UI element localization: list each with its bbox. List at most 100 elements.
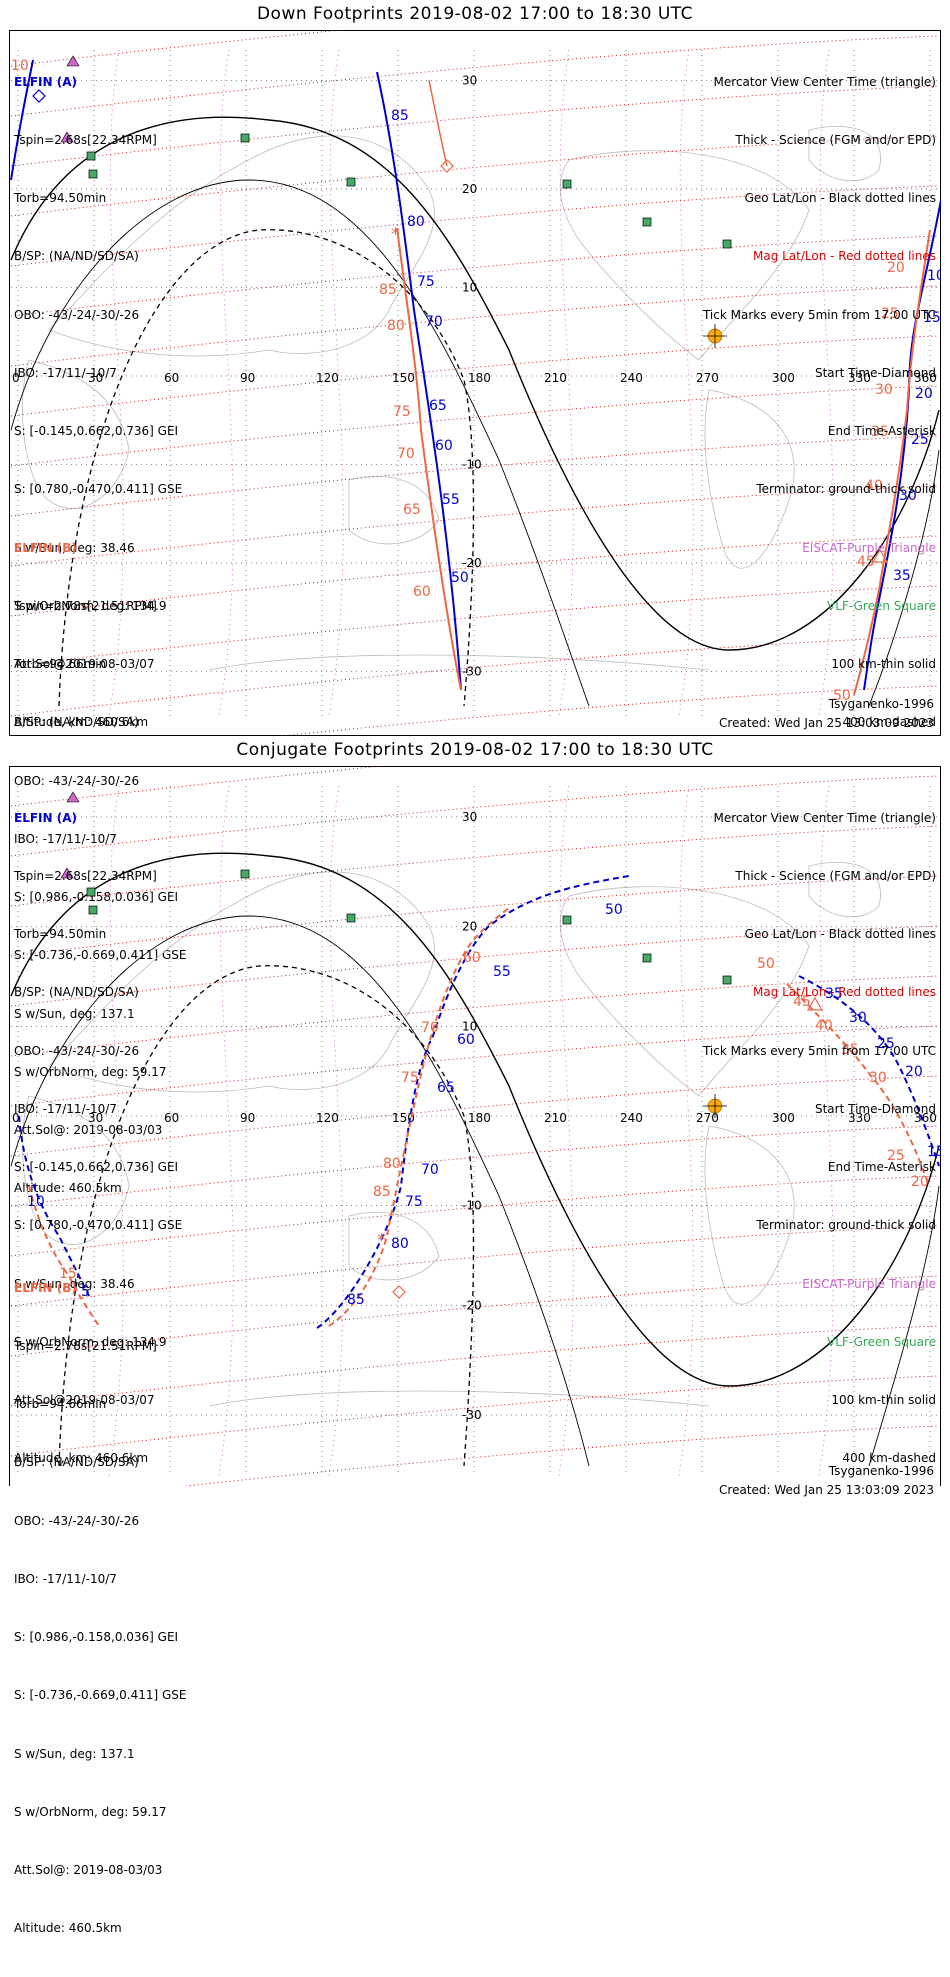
sat-b-line: IBO: -17/11/-10/7 [14, 1571, 117, 1586]
continent-outline [48, 871, 435, 1093]
sat-a-name: ELFIN (A) [14, 810, 77, 825]
continent-outline [808, 126, 881, 182]
sat-a-tick-label: 20 [915, 386, 933, 402]
sat-a-line: S: [0.780,-0.470,0.411] GSE [14, 482, 183, 497]
lon-tick-label: 60 [164, 1111, 179, 1125]
sat-a-line: OBO: -43/-24/-30/-26 [14, 1043, 140, 1058]
sat-b-line: OBO: -43/-24/-30/-26 [14, 773, 140, 788]
continent-outline [208, 654, 710, 671]
lon-tick-label: 60 [164, 371, 179, 385]
terminator-100km [10, 179, 590, 707]
sun-cross-icon [703, 324, 727, 348]
legend-entry: Start Time-Diamond [814, 365, 936, 380]
sat-a-line: IBO: -17/11/-10/7 [14, 365, 117, 380]
mag-meridian [328, 49, 344, 717]
sat-b-tick-label: 65 [403, 502, 421, 518]
legend-entry: Mag Lat/Lon - Red dotted lines [752, 249, 936, 264]
sat-b-track [396, 227, 462, 691]
lon-tick-label: 30 [88, 1111, 103, 1125]
sat-a-line: B/SP: (NA/ND/SD/SA) [14, 985, 139, 1000]
sat-a-name: ELFIN (A) [14, 74, 77, 89]
sat-b-tick-label: 75 [401, 1070, 419, 1086]
sun-cross-icon [703, 1094, 727, 1118]
sat-b-tick-label: 20 [887, 260, 905, 276]
sat-a-line: S w/Sun, deg: 38.46 [14, 1276, 135, 1291]
sat-a-line: Tspin=2.68s[22.34RPM] [14, 133, 157, 148]
geo-grid [11, 50, 939, 716]
vlf-station-marker [86, 151, 96, 161]
lon-tick-label: 330 [848, 371, 871, 385]
lon-tick-label: 0 [12, 371, 20, 385]
continent-outline [704, 389, 795, 569]
sat-a-line: Att.Sol@2019-08-03/07 [14, 657, 155, 671]
sat-b-track [428, 79, 448, 167]
lon-tick-label: 0 [12, 1111, 20, 1125]
sat-b-line: S w/Sun, deg: 137.1 [14, 1746, 135, 1761]
sat-a-tick-label: 50 [605, 902, 623, 918]
lon-tick-label: 240 [620, 371, 643, 385]
sat-a-tick-label: 55 [493, 964, 511, 980]
sat-a-tick-label: 10 [27, 1194, 45, 1210]
map-legend: Mercator View Center Time (triangle) Thi… [703, 770, 936, 1507]
legend-entry: Geo Lat/Lon - Black dotted lines [744, 191, 936, 206]
sat-b-tick-label: 35 [871, 424, 889, 440]
sat-b-line: Altitude: 460.5km [14, 1181, 122, 1196]
legend-entry: 400 km-dashed [842, 715, 936, 730]
legend-entry: Mercator View Center Time (triangle) [713, 74, 936, 89]
vlf-station-marker [240, 869, 250, 879]
continent-outline [704, 1125, 795, 1305]
sat-b-track [853, 229, 931, 696]
legend-entry: Mag Lat/Lon - Red dotted lines [752, 985, 936, 1000]
mag-meridian [108, 49, 124, 717]
sat-a-line: Torb=94.50min [14, 191, 107, 206]
created-label: Created: Wed Jan 25 13:03:09 2023 [719, 716, 934, 730]
sat-b-tick-label: 30 [869, 1070, 887, 1086]
lat-tick-label: 10 [462, 1019, 477, 1033]
lon-tick-label: 120 [316, 1111, 339, 1125]
legend-entry: Tick Marks every 5min from 17:00 UTC [702, 307, 936, 322]
sat-b-line: Tspin=2.78s[21.51RPM] [14, 599, 157, 614]
sat-b-track [28, 1185, 100, 1327]
sat-b-tick-label: 50 [833, 688, 851, 704]
terminator-100km [868, 449, 940, 707]
sat-a-line: IBO: -17/11/-10/7 [14, 1101, 117, 1116]
vlf-station-marker [88, 905, 98, 915]
sat-b-tick-label: 20 [911, 1174, 929, 1190]
created-label: Created: Wed Jan 25 13:03:09 2023 [719, 1483, 934, 1497]
sat-b-line: Att.Sol@: 2019-08-03/03 [14, 1863, 163, 1877]
sat-b-line: Altitude: 460.5km [14, 1921, 122, 1936]
vlf-station-marker [642, 953, 652, 963]
lat-tick-label: 30 [462, 810, 477, 824]
mag-meridian [218, 49, 234, 717]
continent-outline [22, 359, 130, 509]
mag-meridian [678, 49, 694, 717]
terminator-100km [10, 915, 590, 1467]
sat-a-line: S: [-0.145,0.662,0.736] GEI [14, 1160, 179, 1175]
sat-b-tick-label: 80 [387, 318, 405, 334]
sat-a-tick-label: 5 [81, 1284, 90, 1300]
continent-outline [808, 862, 881, 918]
continent-outlines [22, 862, 881, 1407]
mag-meridian [328, 785, 344, 1477]
vlf-station-marker [722, 975, 732, 985]
sat-b-line: S: [0.986,-0.158,0.036] GEI [14, 1630, 179, 1645]
center-time-triangle-icon [871, 548, 889, 563]
sat-a-tick-label: 15 [927, 1144, 941, 1160]
legend-entry: Start Time-Diamond [814, 1101, 936, 1116]
sat-a-line: Altitude, km: 460.6km [14, 1451, 149, 1466]
sat-b-line: S w/OrbNorm, deg: 59.17 [14, 1804, 167, 1819]
sat-a-line: Altitude, km: 460.6km [14, 715, 149, 730]
geo-grid [11, 786, 939, 1476]
sat-b-info: ELFIN (B) Tspin=2.78s[21.51RPM] Torb=94.… [14, 1240, 187, 1977]
sat-b-track [328, 907, 510, 1327]
sat-a-tick-label: 85 [347, 1292, 365, 1308]
end-asterisk-icon: * [391, 224, 400, 245]
sat-b-line: S: [0.986,-0.158,0.036] GEI [14, 890, 179, 905]
lon-tick-label: 360 [914, 371, 937, 385]
sat-a-tick-label: 50 [451, 570, 469, 586]
end-asterisk-icon: * [377, 1230, 386, 1251]
sat-a-tick-label: 30 [849, 1010, 867, 1026]
legend-entry: Thick - Science (FGM and/or EPD) [735, 869, 936, 884]
vlf-station-marker [562, 915, 572, 925]
map-frame [9, 30, 941, 736]
